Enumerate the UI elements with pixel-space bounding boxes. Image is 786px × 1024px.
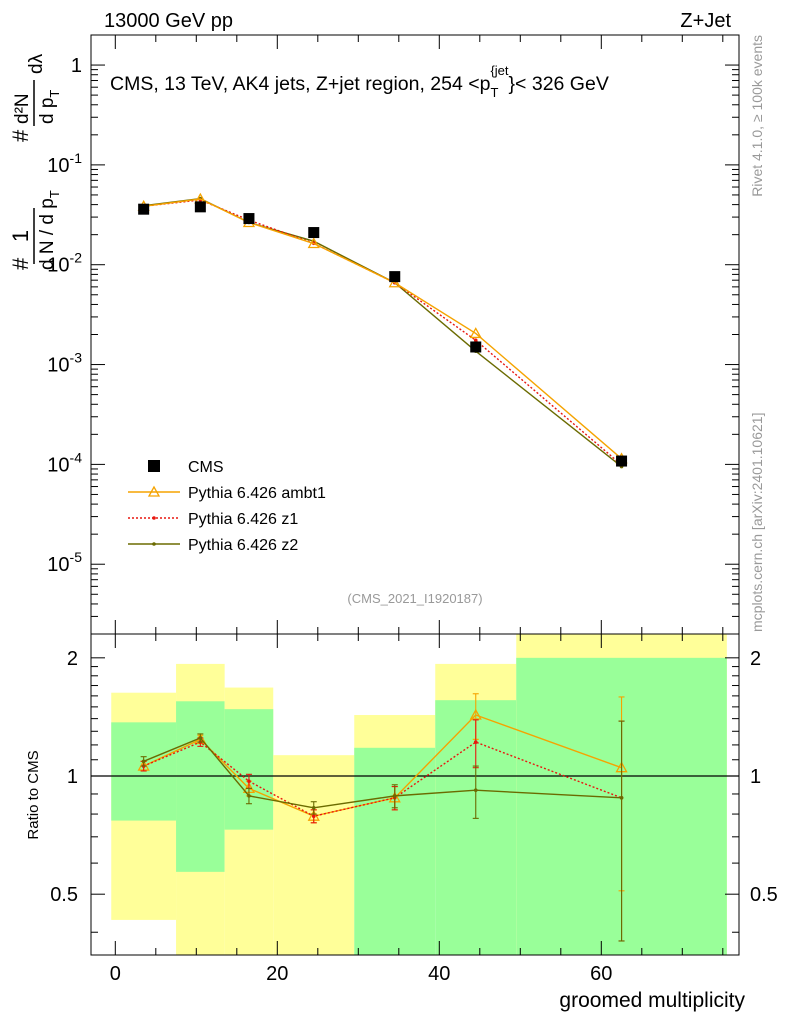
svg-text:d²N: d²N (12, 93, 33, 124)
data-point (243, 213, 255, 225)
ratio-point (392, 794, 397, 798)
band-green (224, 709, 274, 830)
ratio-point (311, 805, 316, 810)
ratio-tick-label-right: 1 (750, 766, 761, 788)
ratio-point (247, 794, 251, 798)
ratio-tick-label: 1 (67, 766, 78, 788)
y-tick-label: 10-2 (47, 250, 82, 277)
ratio-tick-label: 2 (67, 648, 78, 670)
ratio-point (619, 796, 624, 800)
data-point (308, 227, 320, 239)
y-tick-label: 10-5 (47, 549, 82, 576)
series-point (469, 327, 482, 339)
chart-title: CMS, 13 TeV, AK4 jets, Z+jet region, 254… (110, 63, 609, 100)
y-tick-label: 10-4 (47, 449, 82, 476)
legend-marker (147, 485, 161, 497)
series-point (307, 237, 320, 249)
data-point (470, 341, 482, 353)
svg-text:dλ: dλ (26, 53, 47, 74)
ratio-panel-frame (90, 633, 740, 956)
x-axis-label: groomed multiplicity (559, 989, 745, 1012)
x-tick-label: 0 (110, 963, 121, 985)
band-yellow (273, 755, 355, 955)
y-tick-label: 10-1 (47, 150, 82, 177)
legend-marker (152, 516, 156, 520)
ratio-tick-label-right: 2 (750, 648, 761, 670)
ratio-tick-label-right: 0.5 (750, 884, 778, 906)
y-tick-label: 1 (71, 55, 82, 77)
svg-text:d N / d pT: d N / d pT (37, 190, 62, 270)
mcplots-label: mcplots.cern.ch [arXiv:2401.10621] (749, 413, 765, 632)
data-point (194, 201, 206, 213)
legend-marker (152, 542, 156, 546)
ratio-point (469, 708, 482, 720)
svg-text:#: # (8, 129, 33, 142)
data-point (616, 455, 628, 467)
ratio-tick-label: 0.5 (50, 884, 78, 906)
ratio-point (311, 814, 316, 818)
x-tick-label: 20 (266, 963, 288, 985)
series-point (473, 338, 478, 343)
ratio-point (473, 740, 478, 744)
series-line (143, 197, 622, 468)
svg-text:d pT: d pT (37, 90, 62, 124)
series-line (143, 198, 623, 460)
main-series (137, 192, 628, 469)
series-line (143, 199, 623, 466)
ratio-y-axis-label: Ratio to CMS (25, 750, 42, 839)
x-tick-label: 40 (428, 963, 450, 985)
ratio-point (141, 759, 146, 764)
legend: CMS Pythia 6.426 ambt1 Pythia 6.426 z1 Pyth… (128, 459, 326, 554)
svg-text:1: 1 (8, 230, 33, 242)
legend-marker (148, 460, 160, 472)
svg-text:#: # (8, 257, 33, 270)
rivet-label: Rivet 4.1.0, ≥ 100k events (749, 35, 765, 197)
data-point (138, 203, 150, 215)
x-tick-label: 60 (590, 963, 612, 985)
ratio-point (198, 736, 203, 740)
process-label: Z+Jet (680, 10, 731, 32)
ratio-axes: 0.5 0.51 12 20 20 40 60 (50, 634, 778, 985)
ratio-series (137, 693, 628, 942)
ratio-point (473, 788, 478, 793)
band-green (354, 747, 436, 955)
band-green (176, 701, 225, 872)
main-axes: 10-5 10-4 10-3 10-2 10-1 1 (47, 35, 739, 634)
legend-label: Pythia 6.426 z2 (188, 537, 298, 554)
legend-label: Pythia 6.426 z1 (188, 511, 298, 528)
y-tick-label: 10-3 (47, 350, 82, 377)
ratio-point (247, 779, 251, 784)
energy-label: 13000 GeV pp (104, 10, 233, 32)
legend-label: Pythia 6.426 ambt1 (188, 485, 326, 502)
analysis-id: (CMS_2021_I1920187) (347, 591, 482, 606)
legend-label: CMS (188, 459, 224, 476)
y-axis-label: # 1 d N / d pT # d²N d pT dλ (8, 53, 62, 270)
series-point (388, 276, 401, 288)
data-point (389, 271, 401, 283)
